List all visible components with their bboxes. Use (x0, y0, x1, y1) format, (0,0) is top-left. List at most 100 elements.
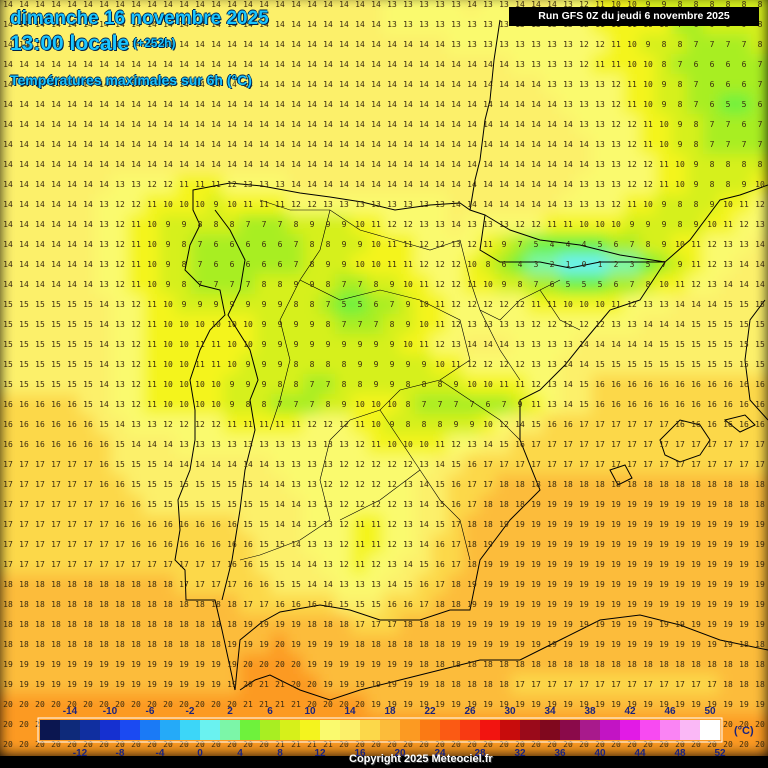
grid-value: 18 (723, 660, 733, 669)
grid-cell (479, 134, 497, 156)
grid-value: 9 (342, 240, 347, 249)
grid-value: 15 (83, 340, 93, 349)
grid-value: 19 (611, 640, 621, 649)
grid-cell (255, 94, 273, 116)
grid-value: 11 (179, 180, 189, 189)
grid-value: 9 (358, 340, 363, 349)
grid-value: 14 (275, 0, 285, 9)
grid-value: 15 (19, 320, 29, 329)
grid-value: 11 (691, 260, 701, 269)
grid-value: 14 (515, 120, 525, 129)
grid-cell (351, 174, 369, 196)
grid-value: 9 (742, 180, 747, 189)
grid-cell (687, 114, 705, 136)
grid-value: 17 (195, 560, 205, 569)
grid-value: 14 (147, 440, 157, 449)
grid-cell (15, 174, 33, 196)
grid-value: 19 (131, 680, 141, 689)
grid-value: 7 (742, 40, 747, 49)
grid-value: 9 (246, 360, 251, 369)
grid-value: 13 (403, 520, 413, 529)
grid-value: 15 (275, 580, 285, 589)
grid-value: 14 (131, 140, 141, 149)
grid-cell (543, 154, 561, 176)
grid-value: 14 (19, 180, 29, 189)
grid-value: 11 (403, 260, 413, 269)
grid-cell (527, 34, 545, 56)
grid-value: 14 (3, 260, 13, 269)
grid-value: 19 (163, 660, 173, 669)
grid-value: 19 (115, 680, 125, 689)
grid-value: 7 (198, 240, 203, 249)
grid-cell (687, 74, 705, 96)
grid-value: 8 (518, 280, 523, 289)
grid-value: 11 (131, 280, 141, 289)
grid-value: 16 (723, 420, 733, 429)
grid-value: 10 (659, 120, 669, 129)
grid-cell (15, 0, 33, 16)
grid-value: 12 (355, 440, 365, 449)
grid-value: 13 (115, 300, 125, 309)
grid-value: 14 (51, 260, 61, 269)
grid-value: 20 (131, 740, 141, 749)
grid-cell (751, 174, 768, 196)
grid-value: 19 (595, 560, 605, 569)
grid-value: 13 (99, 240, 109, 249)
grid-value: 18 (723, 500, 733, 509)
grid-value: 18 (595, 480, 605, 489)
legend-swatches (40, 720, 721, 740)
grid-cell (495, 174, 513, 196)
grid-cell (735, 174, 753, 196)
grid-value: 18 (467, 680, 477, 689)
grid-value: 19 (531, 560, 541, 569)
grid-value: 16 (115, 500, 125, 509)
grid-value: 14 (531, 80, 541, 89)
grid-value: 16 (307, 600, 317, 609)
grid-value: 14 (179, 120, 189, 129)
grid-value: 11 (147, 320, 157, 329)
grid-value: 13 (419, 200, 429, 209)
grid-value: 18 (675, 660, 685, 669)
grid-value: 14 (83, 120, 93, 129)
grid-cell (79, 0, 97, 16)
grid-cell (559, 94, 577, 116)
grid-value: 20 (307, 680, 317, 689)
grid-value: 18 (515, 660, 525, 669)
legend-swatch (580, 720, 601, 740)
grid-value: 18 (35, 620, 45, 629)
grid-value: 18 (19, 600, 29, 609)
grid-value: 12 (611, 120, 621, 129)
grid-value: 8 (694, 140, 699, 149)
grid-cell (255, 0, 273, 16)
grid-value: 19 (515, 580, 525, 589)
grid-value: 7 (246, 220, 251, 229)
grid-value: 16 (595, 400, 605, 409)
grid-value: 12 (611, 100, 621, 109)
grid-value: 19 (67, 680, 77, 689)
grid-value: 14 (515, 200, 525, 209)
grid-cell (751, 114, 768, 136)
grid-value: 18 (163, 620, 173, 629)
grid-value: 19 (627, 580, 637, 589)
grid-value: 9 (422, 360, 427, 369)
grid-value: 14 (451, 180, 461, 189)
grid-value: 12 (579, 320, 589, 329)
grid-value: 12 (643, 180, 653, 189)
grid-value: 17 (211, 560, 221, 569)
grid-value: 14 (435, 140, 445, 149)
grid-value: 14 (675, 320, 685, 329)
grid-cell (671, 174, 689, 196)
grid-value: 15 (163, 500, 173, 509)
grid-cell (399, 34, 417, 56)
grid-cell (287, 94, 305, 116)
grid-cell (527, 154, 545, 176)
grid-value: 18 (483, 680, 493, 689)
grid-cell (31, 194, 49, 216)
grid-value: 18 (115, 580, 125, 589)
legend-unit: (°C) (734, 725, 754, 737)
grid-value: 16 (99, 480, 109, 489)
grid-value: 16 (211, 540, 221, 549)
grid-value: 13 (307, 480, 317, 489)
grid-value: 10 (563, 300, 573, 309)
